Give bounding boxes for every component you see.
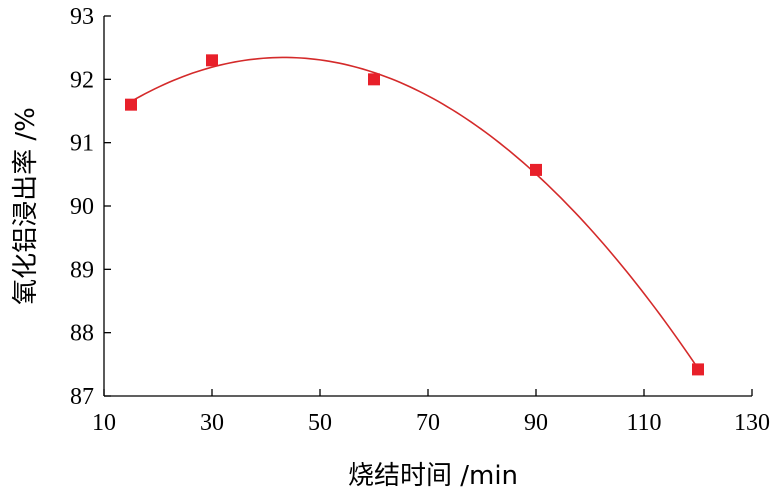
data-points — [125, 54, 704, 376]
trend-curve — [130, 56, 699, 369]
y-tick-label: 88 — [70, 321, 94, 347]
data-point — [692, 363, 704, 376]
y-tick-label: 89 — [70, 257, 94, 283]
data-point — [368, 73, 380, 86]
x-axis-title: 烧结时间 /min — [348, 461, 518, 491]
y-tick-label: 90 — [70, 194, 94, 220]
y-axis: 87 88 89 90 91 92 93 — [70, 4, 111, 410]
y-tick-label: 93 — [70, 4, 94, 30]
x-tick-label: 130 — [734, 410, 770, 436]
x-tick-label: 50 — [308, 410, 332, 436]
y-tick-label: 91 — [70, 131, 94, 157]
x-tick-label: 30 — [200, 410, 224, 436]
x-tick-label: 90 — [524, 410, 548, 436]
y-tick-label: 87 — [70, 384, 94, 410]
x-tick-label: 110 — [626, 410, 661, 436]
x-axis: 10 30 50 70 90 110 130 — [92, 389, 770, 436]
data-point — [206, 54, 218, 67]
data-point — [125, 98, 137, 111]
data-point — [530, 163, 542, 176]
y-tick-label: 92 — [70, 67, 94, 93]
y-axis-title: 氧化铝浸出率 /% — [11, 107, 41, 305]
x-tick-label: 10 — [92, 410, 116, 436]
x-tick-label: 70 — [416, 410, 440, 436]
